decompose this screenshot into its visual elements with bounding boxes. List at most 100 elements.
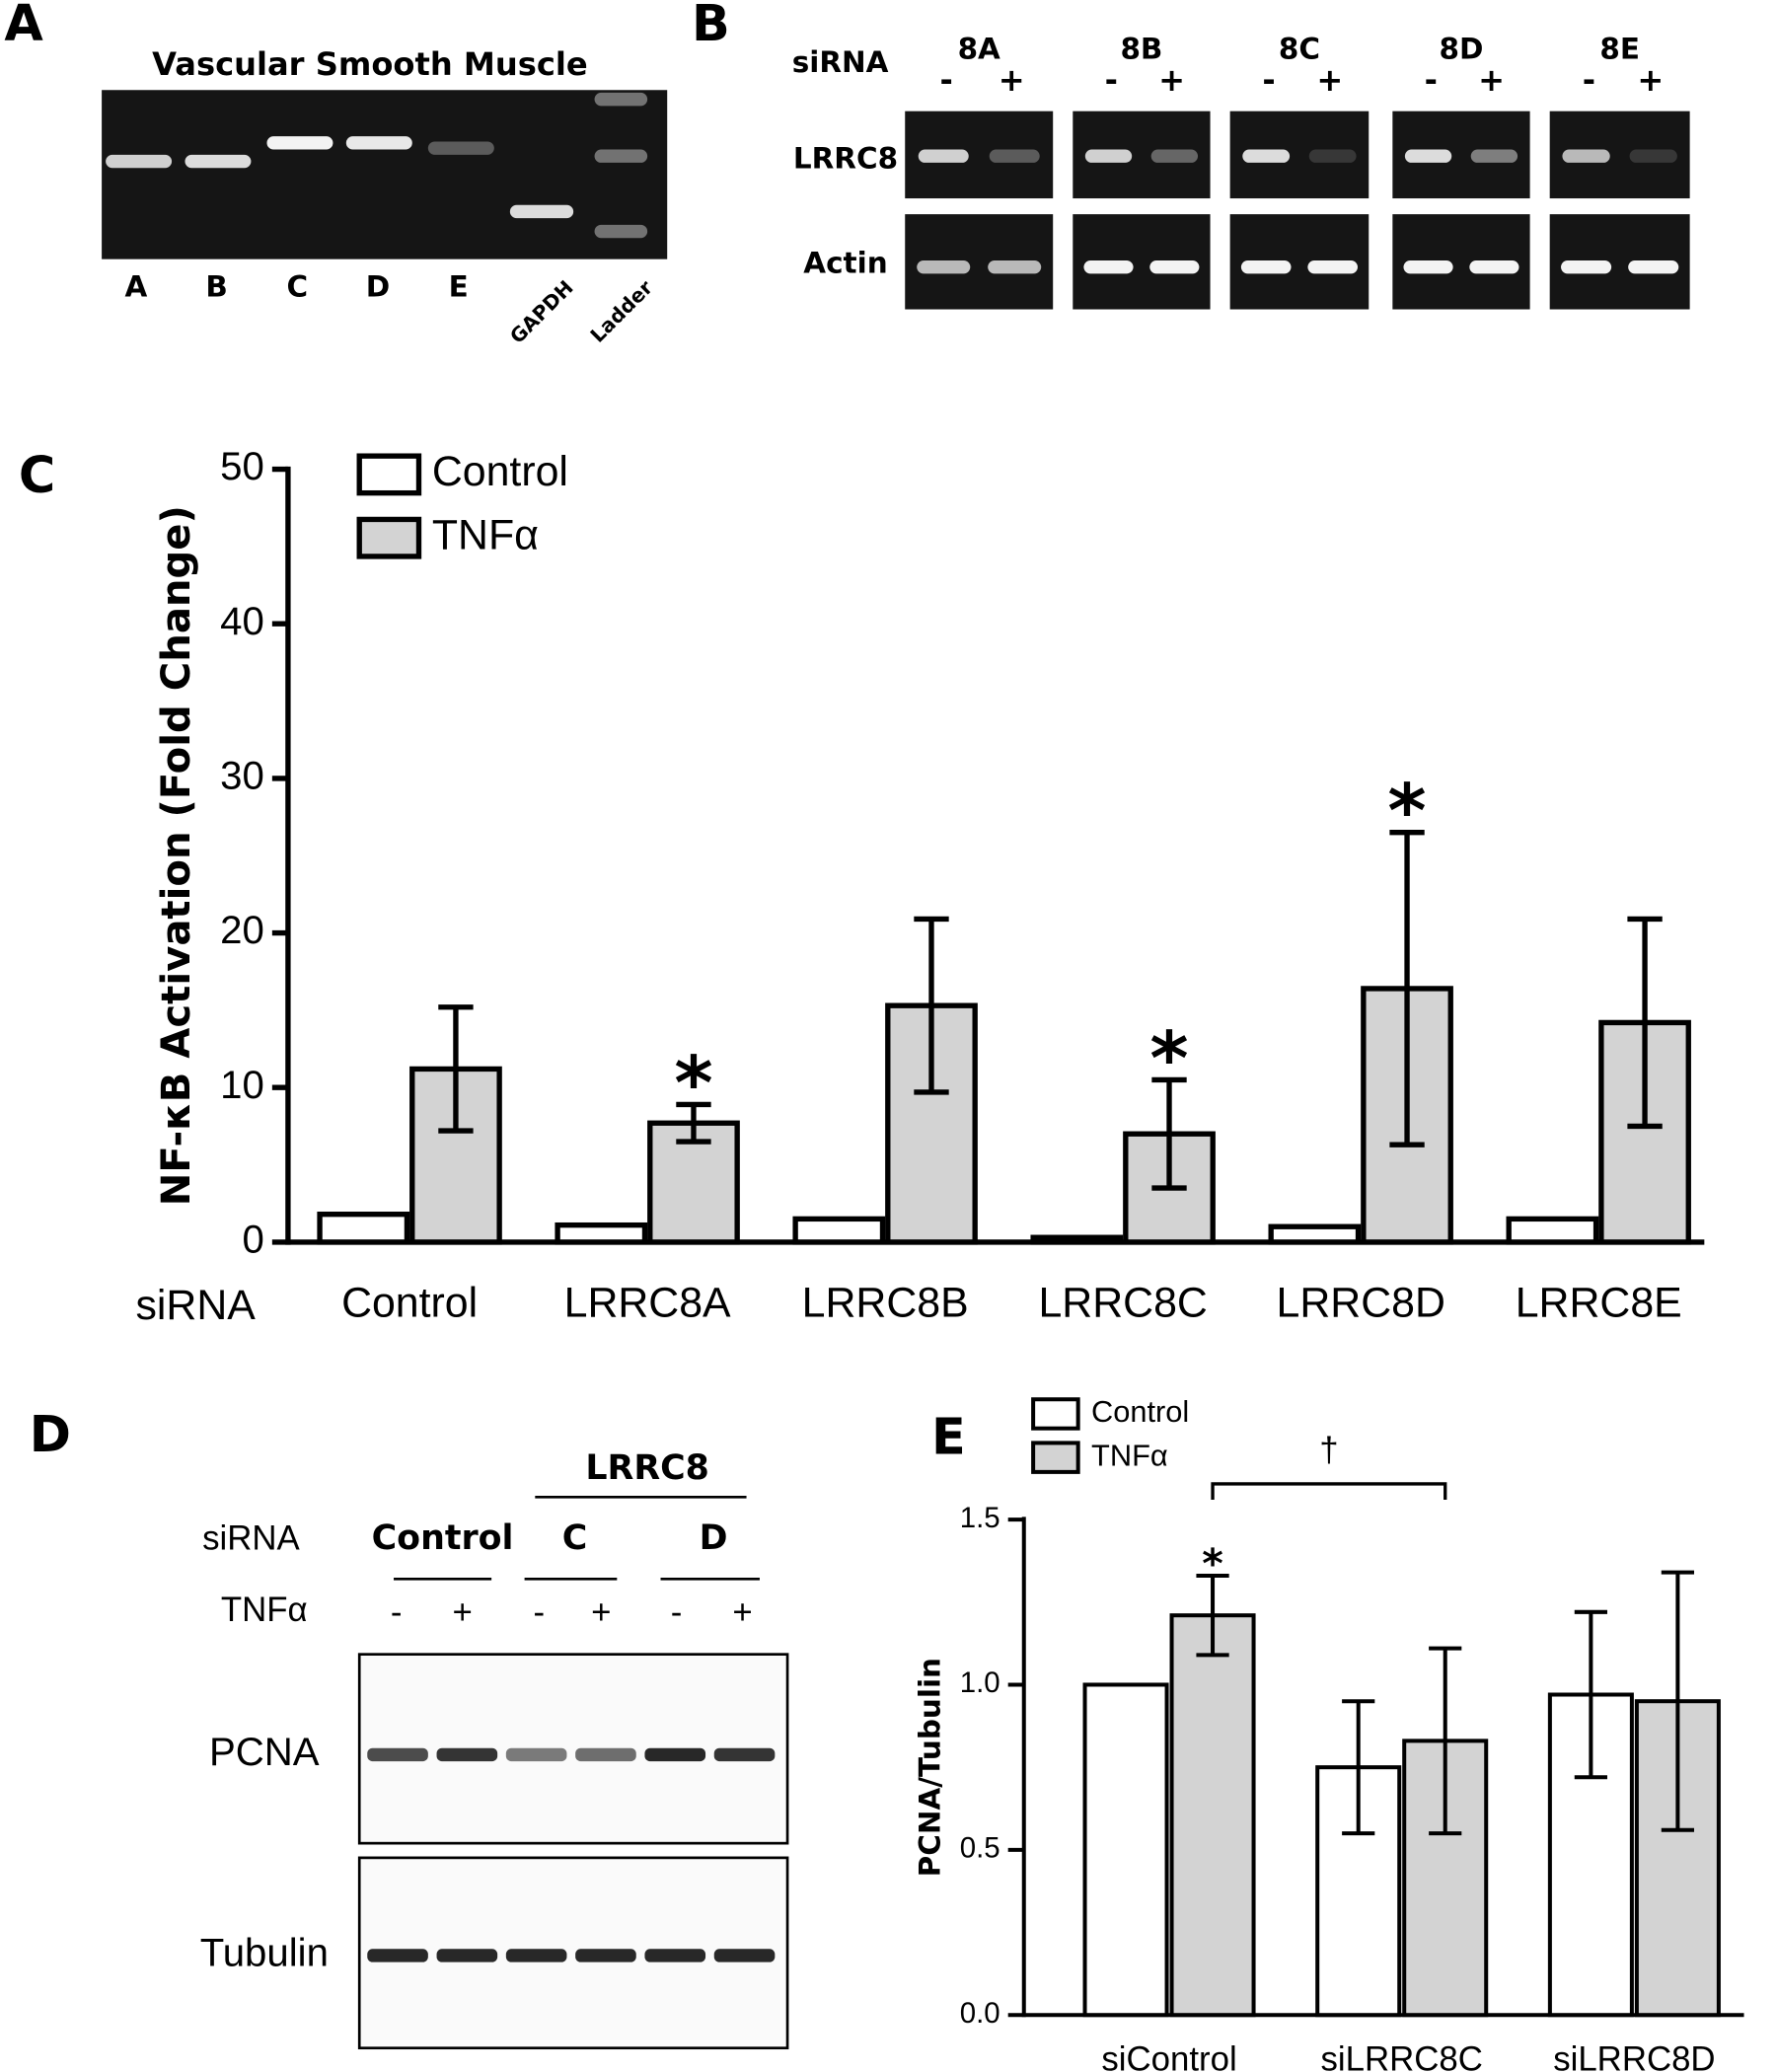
gel-title: Vascular Smooth Muscle — [152, 45, 588, 83]
gel-band — [1628, 259, 1679, 274]
group-label: D — [700, 1518, 728, 1558]
blot — [357, 1653, 789, 1845]
x-tick-label: siLRRC8C — [1321, 2039, 1483, 2072]
lane-label: Ladder — [585, 275, 657, 347]
y-tick-label: 0 — [242, 1217, 263, 1261]
legend-swatch — [1031, 1441, 1080, 1474]
group-label: 8A — [958, 33, 1000, 66]
error-bar — [676, 1101, 711, 1145]
gel-band — [1469, 259, 1519, 274]
legend-swatch — [1031, 1397, 1080, 1431]
sign-label: - — [940, 61, 953, 99]
error-bar — [1342, 1699, 1375, 1836]
error-bar — [1627, 916, 1663, 1130]
legend-label: Control — [1091, 1394, 1189, 1429]
y-tick-label: 1.0 — [960, 1666, 1000, 1699]
sign-label: + — [1637, 61, 1664, 99]
error-bar — [1389, 830, 1425, 1147]
sign-label: - — [1425, 61, 1438, 99]
gel-band — [1084, 149, 1133, 163]
row-label: Tubulin — [200, 1931, 329, 1975]
bar — [1506, 1216, 1599, 1245]
blot-band — [367, 1747, 428, 1762]
legend-swatch — [356, 453, 422, 496]
gel-band — [509, 204, 574, 219]
row-header: siRNA — [202, 1519, 300, 1558]
group-header: LRRC8 — [585, 1448, 709, 1488]
gel-band — [1470, 149, 1518, 163]
group-label: C — [562, 1518, 588, 1558]
gel-band — [1307, 259, 1358, 274]
bar — [1030, 1234, 1124, 1245]
error-bar — [1151, 1076, 1187, 1191]
row-label: Actin — [803, 247, 887, 280]
y-tick-label: 40 — [220, 599, 264, 643]
sign-label: - — [534, 1593, 546, 1632]
legend-label: TNFα — [432, 511, 539, 558]
blot-band — [575, 1747, 636, 1762]
annotation: * — [674, 1040, 712, 1127]
gel-band — [1242, 149, 1291, 163]
blot-band — [505, 1949, 567, 1962]
panel-letter: C — [19, 446, 55, 504]
error-bar — [1196, 1573, 1229, 1658]
sign-label: + — [591, 1593, 611, 1632]
sign-label: - — [1262, 61, 1275, 99]
sign-label: - — [1105, 61, 1118, 99]
gel-band — [988, 259, 1042, 274]
legend-swatch — [356, 516, 422, 559]
sign-label: + — [732, 1593, 752, 1632]
gel-band — [1240, 259, 1292, 274]
sign-label: + — [999, 61, 1025, 99]
gel-band — [594, 224, 648, 239]
row-label: LRRC8 — [793, 142, 898, 176]
annotation: * — [1149, 1015, 1188, 1102]
error-bar — [1574, 1609, 1607, 1780]
x-tick-label: LRRC8E — [1516, 1279, 1682, 1326]
gel-band — [989, 149, 1040, 163]
bar — [1169, 1613, 1256, 2018]
error-bar — [1661, 1570, 1694, 1832]
x-tick-label: siLRRC8D — [1553, 2039, 1715, 2072]
y-tick-label: 20 — [220, 908, 264, 952]
error-bar — [1429, 1646, 1462, 1836]
gel — [102, 90, 668, 259]
gel-band — [345, 136, 412, 150]
legend-label: TNFα — [1091, 1438, 1168, 1472]
group-label: 8B — [1120, 33, 1162, 66]
gel-band — [1403, 259, 1453, 274]
x-header: siRNA — [135, 1282, 256, 1329]
gel-band — [917, 259, 971, 274]
gel-band — [1083, 259, 1134, 274]
bar — [792, 1216, 886, 1245]
x-tick-label: LRRC8A — [564, 1279, 731, 1326]
bracket — [1211, 1482, 1447, 1501]
panel-letter: B — [692, 0, 730, 52]
sign-label: - — [1583, 61, 1595, 99]
gel-band — [427, 141, 494, 155]
blot-band — [436, 1949, 498, 1962]
bar — [317, 1212, 410, 1245]
x-tick-label: siControl — [1101, 2039, 1236, 2072]
blot-band — [713, 1747, 776, 1762]
gel-band — [185, 154, 252, 169]
group-label: 8C — [1279, 33, 1320, 66]
gel-band — [594, 92, 648, 107]
blot-band — [436, 1747, 498, 1762]
y-tick-label: 50 — [220, 444, 264, 488]
lane-label: B — [205, 270, 227, 304]
sign-label: + — [1478, 61, 1505, 99]
gel-band — [1150, 149, 1199, 163]
group-label: 8E — [1599, 33, 1640, 66]
lane-label: GAPDH — [505, 275, 578, 348]
blot-band — [505, 1747, 567, 1762]
panel-letter: D — [30, 1405, 71, 1463]
error-bar — [438, 1004, 474, 1134]
gel-band — [1149, 259, 1200, 274]
annotation: * — [1387, 768, 1426, 854]
y-tick-label: 10 — [220, 1063, 264, 1107]
panel-letter: E — [931, 1408, 966, 1466]
bar — [1082, 1682, 1169, 2018]
